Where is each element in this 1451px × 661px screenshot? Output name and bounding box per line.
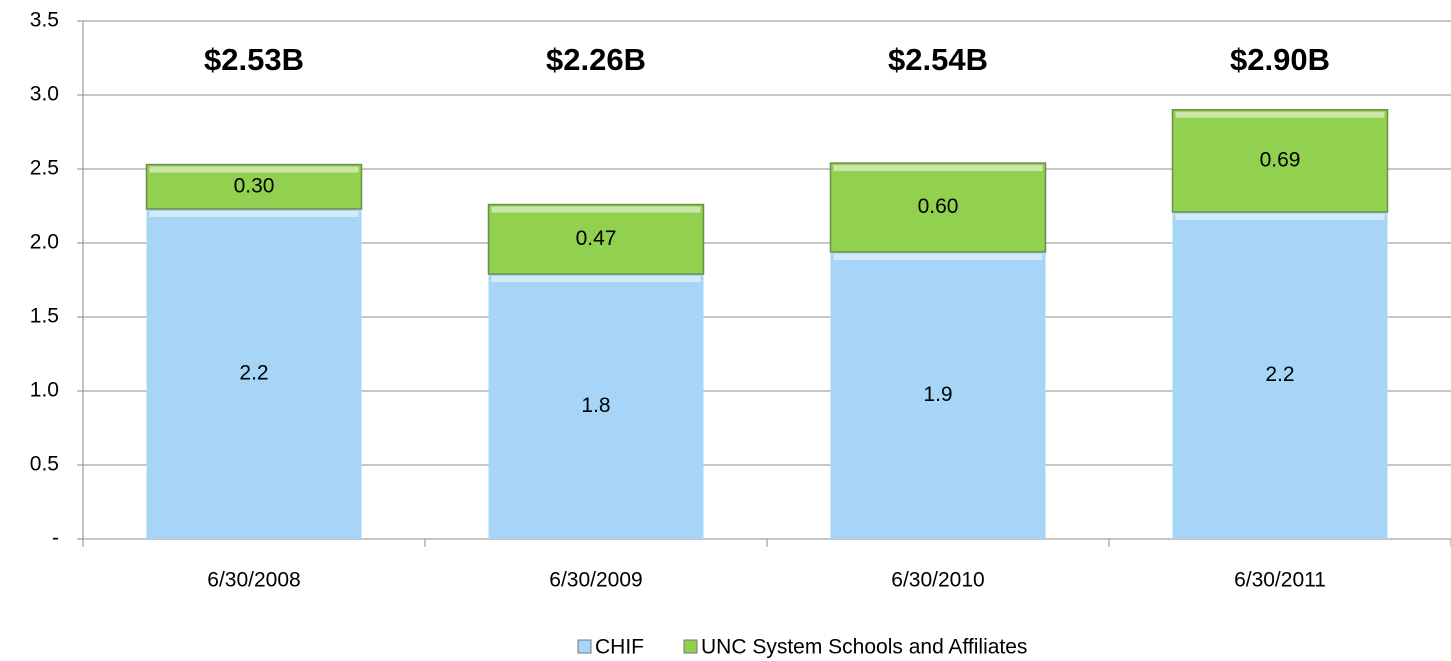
data-label: 0.30 bbox=[234, 174, 275, 197]
y-tick-label: 1.0 bbox=[30, 379, 59, 402]
bar-highlight bbox=[833, 253, 1043, 260]
bar-segment bbox=[830, 251, 1046, 539]
x-tick-label: 6/30/2009 bbox=[549, 569, 642, 592]
total-label: $2.26B bbox=[546, 42, 646, 77]
data-label: 1.9 bbox=[923, 383, 952, 406]
x-tick-label: 6/30/2010 bbox=[891, 569, 984, 592]
y-tick-label: 0.5 bbox=[30, 453, 59, 476]
bar-segment bbox=[488, 274, 704, 539]
legend-label: UNC System Schools and Affiliates bbox=[701, 636, 1027, 659]
data-label: 0.69 bbox=[1260, 148, 1301, 171]
x-tick-label: 6/30/2008 bbox=[207, 569, 300, 592]
x-tick-label: 6/30/2011 bbox=[1234, 569, 1326, 592]
y-tick-label: 1.5 bbox=[30, 305, 59, 328]
bar-highlight bbox=[491, 206, 701, 213]
legend-swatch bbox=[577, 639, 592, 654]
total-label: $2.54B bbox=[888, 42, 988, 77]
bar-highlight bbox=[149, 210, 359, 217]
bar-segment bbox=[1172, 211, 1388, 540]
data-label: 0.60 bbox=[918, 195, 959, 218]
y-tick-label: 2.5 bbox=[30, 157, 59, 180]
y-tick-label: 2.0 bbox=[30, 231, 59, 254]
bar-highlight bbox=[833, 165, 1043, 172]
total-label: $2.90B bbox=[1230, 42, 1330, 77]
bar-segment bbox=[1171, 109, 1389, 213]
data-label: 0.47 bbox=[576, 227, 617, 250]
data-label: 2.2 bbox=[239, 362, 268, 385]
legend-swatch bbox=[683, 639, 698, 654]
data-label: 1.8 bbox=[581, 394, 610, 417]
y-tick-label: 3.0 bbox=[30, 83, 59, 106]
legend-label: CHIF bbox=[595, 636, 644, 659]
bar-segment bbox=[146, 208, 362, 539]
data-label: 2.2 bbox=[1265, 363, 1294, 386]
total-label: $2.53B bbox=[204, 42, 304, 77]
y-tick-label: - bbox=[52, 527, 59, 550]
bar-segment bbox=[487, 203, 705, 275]
y-tick-label: 3.5 bbox=[30, 9, 59, 32]
bar-highlight bbox=[1175, 111, 1385, 118]
bar-highlight bbox=[1175, 213, 1385, 220]
bar-highlight bbox=[491, 276, 701, 283]
bar-segment bbox=[829, 162, 1047, 253]
bar-highlight bbox=[149, 166, 359, 173]
